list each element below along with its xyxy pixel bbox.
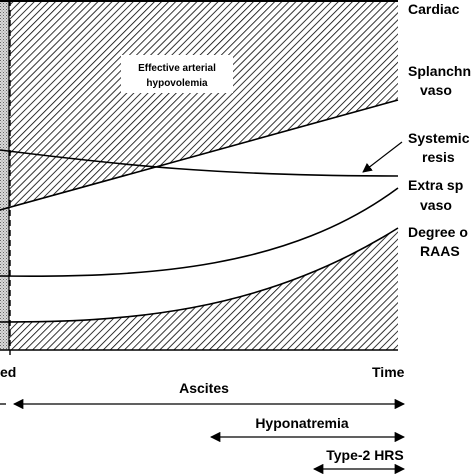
pointer-arrow xyxy=(362,141,403,173)
upper-hatched-region xyxy=(0,0,398,210)
splanchnic-label-1: Splanchn xyxy=(408,63,471,79)
splanchnic-vasodilation-line xyxy=(0,99,399,211)
raas-label-2: RAAS xyxy=(420,243,460,259)
lower-hatched-region xyxy=(0,228,398,350)
hrs-label: Type-2 HRS xyxy=(326,447,404,463)
raas-curve xyxy=(0,227,399,323)
region-label-line-2: hypovolemia xyxy=(146,78,208,89)
systemic-label-2: resis xyxy=(422,149,455,165)
region-label-line-1: Effective arterial xyxy=(138,63,216,74)
left-dotted-band xyxy=(0,0,9,350)
splanchnic-label-2: vaso xyxy=(420,82,452,98)
systemic-label-1: Systemic xyxy=(408,130,470,146)
extra-splanchnic-label-2: vaso xyxy=(420,197,452,213)
extra-splanchnic-label-1: Extra sp xyxy=(408,177,463,193)
region-label-box xyxy=(121,55,233,93)
ascites-label: Ascites xyxy=(179,380,229,396)
hyponatremia-label: Hyponatremia xyxy=(255,415,349,431)
raas-label-1: Degree o xyxy=(408,224,468,240)
extra-splanchnic-curve xyxy=(0,187,399,277)
axis-time-label: Time xyxy=(372,364,405,380)
axis-left-label: ed xyxy=(0,364,16,380)
systemic-resistance-curve xyxy=(0,149,399,177)
cardiac-label: Cardiac xyxy=(408,1,460,17)
